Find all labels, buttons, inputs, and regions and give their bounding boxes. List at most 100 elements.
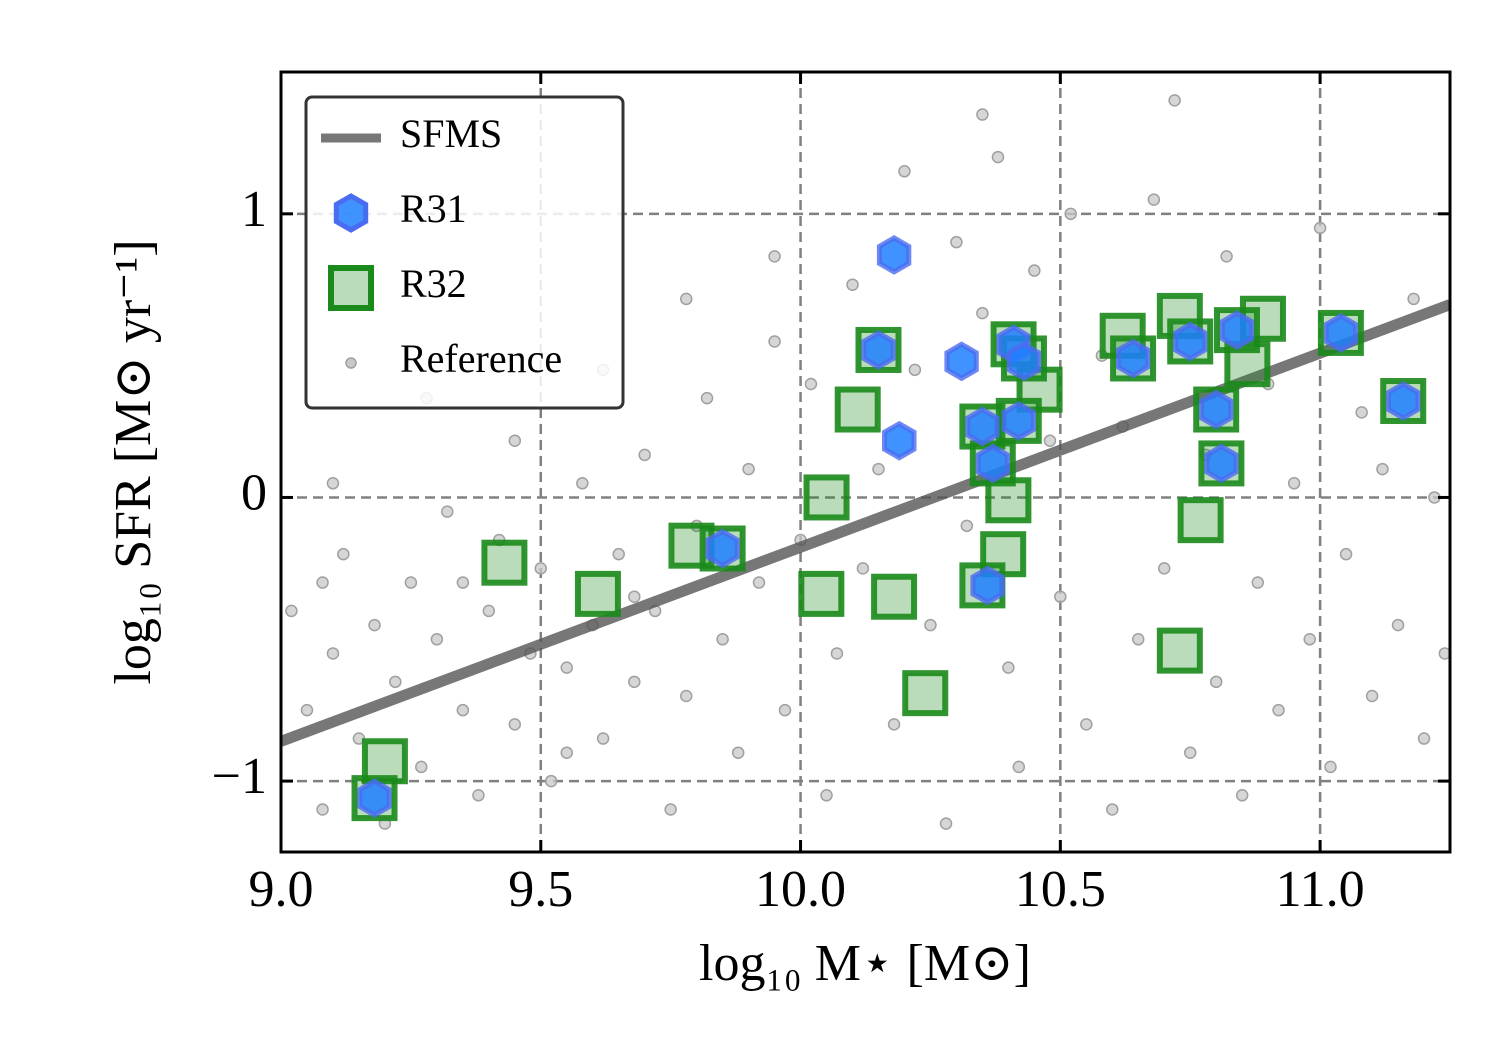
legend-label: R32: [400, 261, 467, 306]
reference-point: [326, 477, 340, 490]
r31-point: [1173, 321, 1208, 362]
reference-point: [856, 562, 870, 575]
reference-point: [1339, 547, 1353, 561]
reference-point: [1355, 406, 1368, 419]
reference-point: [1168, 94, 1181, 107]
reference-point: [898, 165, 911, 178]
reference-point: [456, 703, 470, 717]
reference-point: [991, 150, 1005, 164]
reference-point: [482, 604, 496, 618]
reference-point: [1407, 292, 1420, 306]
reference-point: [596, 732, 610, 745]
x-tick-label: 9.5: [508, 861, 573, 918]
reference-point: [768, 335, 781, 348]
legend-label: R31: [400, 186, 467, 231]
reference-point: [924, 618, 937, 632]
reference-point: [456, 576, 470, 589]
r31-point: [861, 330, 896, 370]
reference-point: [316, 576, 329, 589]
r32-point: [1224, 341, 1271, 388]
reference-point: [1272, 703, 1285, 717]
legend-label: Reference: [400, 336, 562, 381]
r31-point: [1006, 341, 1042, 382]
reference-point: [1080, 718, 1093, 731]
reference-point: [430, 633, 444, 646]
reference-point: [716, 633, 729, 646]
r32-point: [798, 570, 845, 617]
reference-point: [939, 817, 953, 830]
reference-point: [389, 675, 402, 689]
reference-point: [1235, 789, 1249, 802]
reference-point: [908, 363, 922, 377]
r31-point: [1115, 338, 1151, 379]
r32-point: [574, 570, 621, 617]
legend-label: SFMS: [400, 111, 502, 156]
r32-point: [1156, 627, 1203, 674]
reference-point: [680, 292, 693, 306]
reference-point: [472, 789, 485, 802]
reference-point: [316, 803, 329, 816]
reference-point: [300, 703, 314, 717]
reference-point: [628, 675, 641, 689]
reference-point: [1012, 760, 1026, 774]
reference-point: [1220, 250, 1233, 263]
x-axis-label: log₁₀ M⋆ [M⊙]: [699, 935, 1031, 992]
reference-point: [731, 746, 745, 759]
reference-point: [628, 590, 641, 603]
reference-point: [976, 108, 989, 121]
reference-point: [544, 774, 558, 788]
legend-swatch: [328, 265, 374, 311]
reference-point: [700, 391, 714, 405]
r32-point: [902, 670, 949, 717]
reference-point: [1183, 746, 1197, 759]
reference-point: [976, 306, 989, 320]
r32-point: [481, 539, 528, 586]
reference-point: [508, 434, 522, 447]
reference-point: [1054, 590, 1067, 603]
r31-point: [1199, 389, 1234, 430]
reference-point: [778, 703, 792, 717]
reference-point: [742, 462, 755, 476]
reference-point: [846, 278, 859, 291]
reference-point: [415, 760, 428, 774]
reference-point: [887, 718, 901, 731]
y-tick-label: 0: [241, 464, 267, 521]
reference-point: [404, 576, 418, 589]
reference-point: [664, 803, 677, 816]
reference-point: [560, 661, 574, 674]
reference-point: [576, 477, 589, 490]
r31-point: [705, 528, 740, 569]
reference-point: [1147, 193, 1161, 206]
r32-point: [803, 474, 850, 521]
reference-point: [368, 618, 381, 632]
reference-point: [1303, 633, 1316, 646]
reference-point: [1043, 434, 1057, 447]
x-tick-label: 10.0: [755, 861, 846, 918]
reference-point: [1438, 647, 1450, 660]
r31-point: [970, 565, 1005, 606]
r32-point: [985, 477, 1032, 524]
reference-point: [560, 746, 574, 759]
reference-point: [752, 576, 766, 589]
reference-point: [285, 604, 298, 618]
r31-point: [965, 406, 1000, 447]
reference-point: [638, 448, 651, 462]
reference-point: [612, 547, 625, 561]
reference-point: [508, 718, 522, 731]
r31-point: [975, 443, 1010, 484]
reference-point: [1209, 675, 1223, 689]
legend-box: [304, 95, 625, 410]
r32-point: [980, 531, 1027, 578]
plot-frame: [279, 70, 1452, 854]
reference-point: [768, 250, 781, 263]
reference-point: [1376, 462, 1389, 476]
reference-point: [1313, 221, 1327, 235]
y-tick-label: 1: [241, 181, 267, 238]
r32-point: [834, 386, 881, 433]
r31-point: [944, 341, 979, 382]
x-tick-label: 11.0: [1276, 861, 1365, 918]
x-tick-label: 10.5: [1015, 861, 1106, 918]
reference-point: [1106, 803, 1119, 816]
reference-point: [872, 462, 885, 476]
